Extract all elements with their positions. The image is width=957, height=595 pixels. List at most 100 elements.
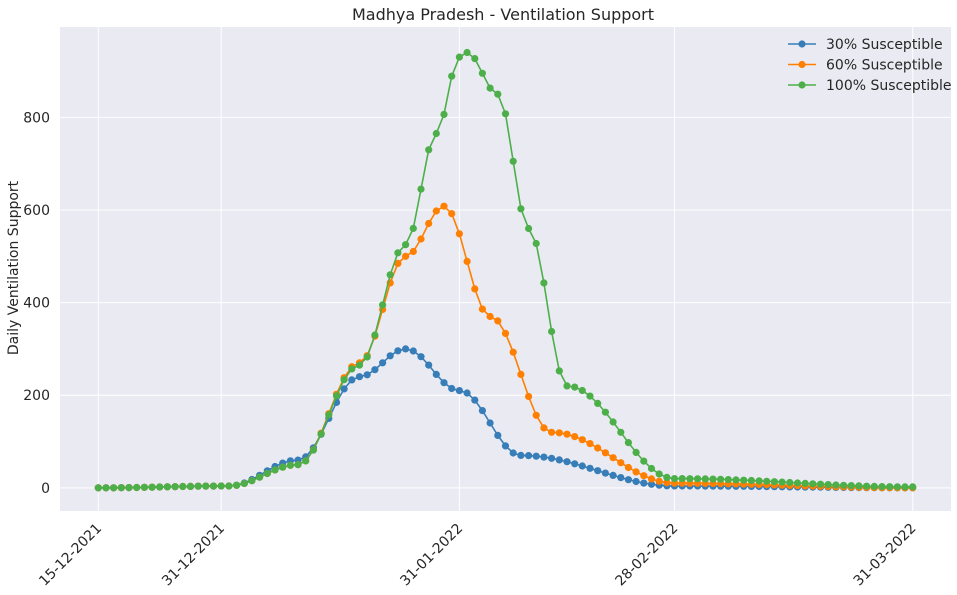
- data-point: [217, 482, 225, 490]
- data-point: [609, 454, 617, 462]
- data-point: [540, 279, 548, 287]
- data-point: [509, 157, 517, 165]
- legend-label: 30% Susceptible: [826, 37, 943, 53]
- data-point: [455, 53, 463, 61]
- data-point: [179, 482, 187, 491]
- data-point: [209, 482, 218, 490]
- data-point: [832, 481, 840, 489]
- data-point: [640, 479, 648, 487]
- data-point: [525, 392, 533, 401]
- data-point: [571, 433, 579, 441]
- data-point: [279, 463, 287, 471]
- data-point: [647, 475, 656, 483]
- legend: 30% Susceptible 60% Susceptible 100% Susce…: [788, 37, 952, 94]
- data-point: [548, 428, 556, 436]
- data-point: [617, 474, 625, 482]
- data-point: [186, 482, 195, 490]
- data-point: [816, 480, 825, 488]
- data-point: [609, 418, 617, 426]
- data-point: [594, 444, 602, 452]
- data-point: [463, 257, 471, 265]
- data-point: [194, 482, 202, 490]
- legend-swatch-marker: [798, 40, 806, 48]
- data-point: [578, 462, 586, 470]
- data-point: [578, 436, 586, 444]
- data-point: [740, 476, 748, 484]
- data-point: [632, 448, 640, 456]
- data-point: [471, 285, 479, 293]
- data-point: [494, 90, 502, 98]
- data-point: [763, 477, 771, 485]
- data-point: [609, 471, 617, 479]
- data-point: [617, 459, 625, 467]
- data-point: [624, 476, 633, 484]
- data-point: [386, 352, 394, 360]
- data-point: [402, 345, 410, 353]
- data-point: [840, 481, 848, 489]
- y-tick-label: 0: [41, 481, 50, 497]
- data-point: [432, 129, 440, 138]
- data-point: [517, 370, 525, 378]
- data-point: [363, 353, 371, 361]
- legend-label: 60% Susceptible: [826, 58, 943, 74]
- data-point: [809, 480, 817, 488]
- data-point: [640, 472, 648, 480]
- data-point: [432, 370, 440, 378]
- data-point: [709, 475, 717, 483]
- data-point: [394, 259, 402, 267]
- data-point: [525, 452, 533, 460]
- data-point: [455, 387, 463, 395]
- data-point: [409, 347, 417, 355]
- chart-title: Madhya Pradesh - Ventilation Support: [352, 5, 654, 24]
- data-point: [701, 475, 709, 483]
- data-point: [171, 483, 179, 491]
- y-tick-label: 400: [23, 296, 50, 312]
- data-point: [655, 477, 663, 485]
- data-point: [486, 84, 494, 92]
- data-point: [624, 463, 633, 472]
- data-point: [786, 478, 794, 487]
- data-point: [655, 470, 663, 478]
- data-point: [455, 230, 463, 238]
- data-point: [893, 483, 902, 491]
- plot-background: [60, 27, 951, 511]
- data-point: [778, 478, 786, 486]
- data-point: [332, 392, 341, 400]
- data-point: [294, 461, 302, 469]
- y-axis-label: Daily Ventilation Support: [6, 180, 22, 355]
- data-point: [586, 464, 594, 472]
- data-point: [348, 376, 356, 384]
- data-point: [163, 483, 171, 491]
- data-point: [594, 467, 602, 475]
- data-point: [601, 408, 610, 416]
- data-point: [402, 241, 410, 249]
- series-2: [94, 48, 917, 492]
- data-point: [355, 373, 364, 381]
- data-point: [417, 235, 425, 243]
- data-point: [901, 483, 909, 491]
- data-point: [463, 48, 471, 57]
- y-tick-label: 800: [23, 110, 50, 126]
- data-point: [494, 431, 502, 439]
- data-point: [517, 205, 525, 213]
- data-point: [240, 479, 248, 488]
- data-point: [594, 399, 602, 407]
- data-point: [601, 449, 610, 457]
- data-point: [348, 365, 356, 373]
- data-point: [379, 301, 387, 309]
- x-tick-label: 31-12-2021: [159, 521, 228, 590]
- data-point: [525, 224, 533, 233]
- x-tick-label: 15-12-2021: [36, 521, 105, 590]
- data-point: [571, 383, 579, 391]
- data-point: [402, 252, 410, 260]
- data-point: [417, 185, 425, 193]
- legend-label: 100% Susceptible: [826, 78, 952, 94]
- data-point: [855, 482, 863, 490]
- data-point: [686, 475, 694, 483]
- data-point: [363, 371, 371, 379]
- data-point: [440, 379, 448, 387]
- data-point: [801, 479, 809, 487]
- data-point: [478, 69, 486, 77]
